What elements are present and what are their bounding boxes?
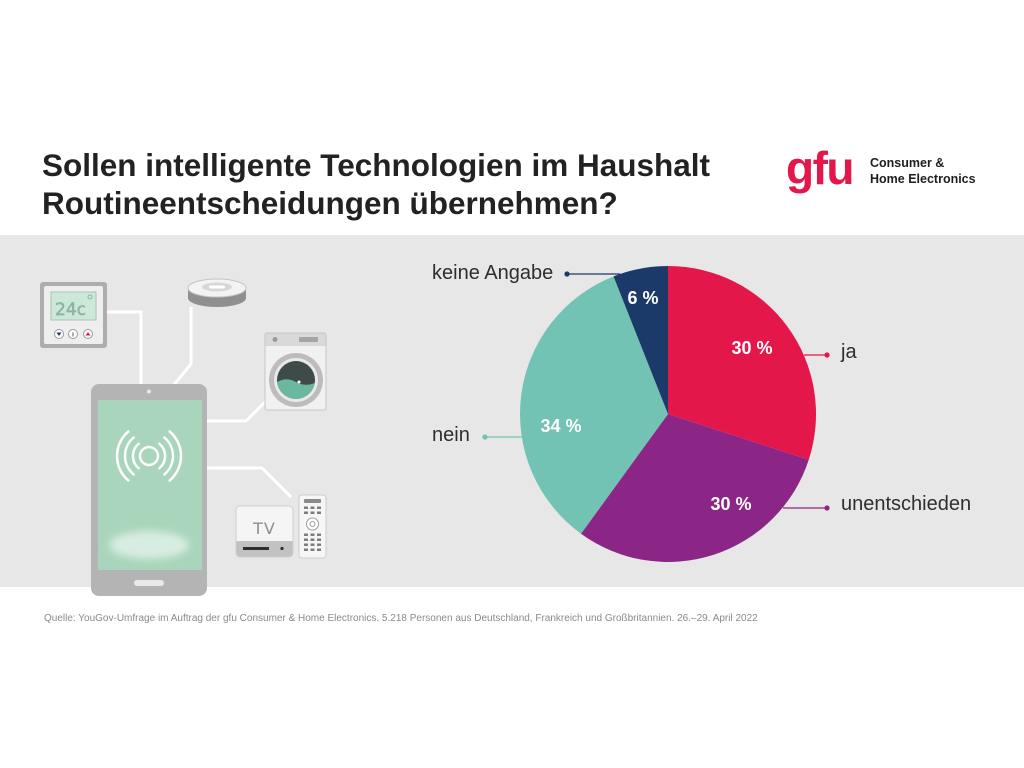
title-line-1: Sollen intelligente Technologien im Haus…	[42, 147, 710, 183]
connector-lines	[107, 307, 293, 499]
logo-mark: gfu	[786, 142, 855, 194]
pie-leader-dot-ja	[824, 352, 830, 358]
tablet-icon	[91, 384, 207, 596]
pie-leader-dot-unentschieden	[824, 505, 830, 511]
camera-dot	[147, 389, 151, 394]
source-note: Quelle: YouGov-Umfrage im Auftrag der gf…	[44, 613, 758, 624]
pie-category-label-keine-angabe: keine Angabe	[432, 262, 553, 284]
pie-slice-unentschieden	[581, 414, 809, 562]
page-title: Sollen intelligente Technologien im Haus…	[42, 146, 710, 222]
pie-value-label-ja: 30 %	[731, 338, 772, 358]
logo-text: Consumer & Home Electronics	[870, 155, 976, 187]
remote-control-icon	[298, 494, 327, 559]
title-line-2: Routineentscheidungen übernehmen?	[42, 185, 618, 221]
pie-slice-keine-angabe	[613, 266, 668, 414]
home-button	[134, 580, 164, 586]
logo-line-2: Home Electronics	[870, 172, 976, 186]
blurred-panel	[109, 531, 189, 559]
pie-chart: 30 % ja 30 % unentschieden 34 % nein 6 % keine …	[432, 262, 971, 562]
pie-slice-nein	[520, 276, 668, 534]
tv-box-icon: TV	[235, 505, 294, 558]
remote-dpad-icon	[306, 517, 319, 531]
pie-value-label-nein: 34 %	[540, 416, 581, 436]
pie-slice-ja	[668, 266, 817, 460]
robot-vacuum-icon	[187, 278, 247, 307]
pie-value-label-unentschieden: 30 %	[710, 494, 751, 514]
logo-line-1: Consumer &	[870, 156, 945, 170]
pie-leaders	[482, 271, 830, 511]
washing-machine-icon	[264, 332, 327, 411]
pie-category-label-unentschieden: unentschieden	[841, 493, 971, 515]
thermostat-icon: 24c	[40, 282, 107, 348]
degree-icon	[87, 294, 93, 300]
wireless-signal-icon	[115, 430, 183, 482]
pie-leader-dot-nein	[482, 434, 488, 440]
pie-category-label-nein: nein	[432, 424, 470, 446]
pie-category-label-ja: ja	[840, 341, 857, 363]
tv-label: TV	[252, 519, 276, 538]
pie-labels: 30 % ja 30 % unentschieden 34 % nein 6 % keine …	[432, 262, 971, 515]
pie-slices	[520, 266, 817, 562]
thermostat-display-text: 24c	[55, 300, 86, 320]
pie-value-label-keine-angabe: 6 %	[627, 288, 658, 308]
pie-leader-dot-keine-angabe	[564, 271, 570, 277]
